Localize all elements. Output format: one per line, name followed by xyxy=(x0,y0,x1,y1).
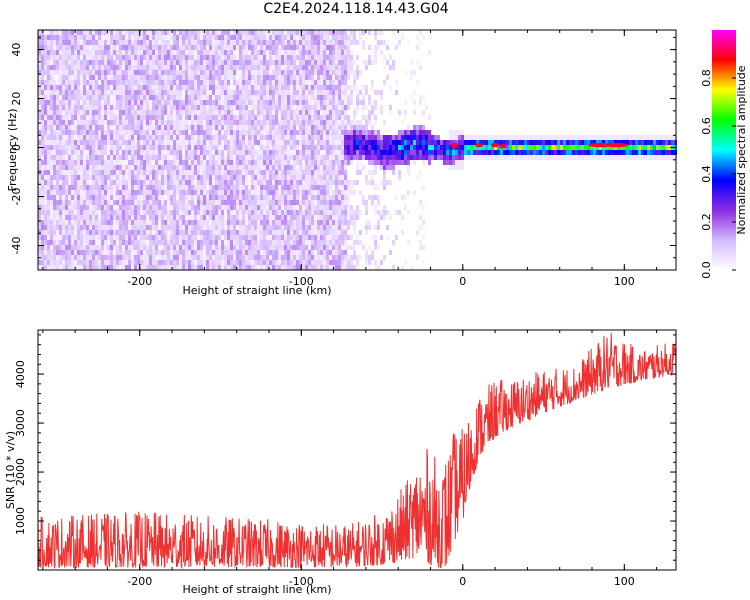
spectrogram-cells xyxy=(38,30,677,270)
y-tick-label: 2000 xyxy=(14,458,27,486)
colorbar-tick-label: 0.6 xyxy=(700,117,713,135)
y-axis-label: Frequency (Hz) xyxy=(6,109,19,192)
y-tick-label: 20 xyxy=(10,92,23,106)
x-tick-label: 0 xyxy=(459,575,466,588)
spectrogram-peak xyxy=(450,142,459,148)
colorbar-label: Normalized spectral amplitude xyxy=(735,65,748,234)
colorbar-gradient xyxy=(712,30,736,270)
y-tick-label: 3000 xyxy=(14,409,27,437)
x-tick-label: 0 xyxy=(459,275,466,288)
x-tick-label: -100 xyxy=(289,275,314,288)
colorbar-tick-label: 0.8 xyxy=(700,69,713,87)
chart-title: C2E4.2024.118.14.43.G04 xyxy=(263,1,449,17)
snr-background xyxy=(38,330,676,570)
spectrogram-peak xyxy=(499,144,508,149)
x-tick-label: -200 xyxy=(127,575,152,588)
colorbar: 0.0 0.2 0.4 0.6 0.8 Normalized spectral ampli… xyxy=(700,30,748,279)
y-tick-label: 4000 xyxy=(14,360,27,388)
x-axis-label: Height of straight line (km) xyxy=(182,583,331,596)
y-tick-label: 1000 xyxy=(14,507,27,535)
spectrogram-peak xyxy=(604,142,629,148)
spectrogram-peak xyxy=(491,142,500,148)
spectrogram-frame xyxy=(37,29,677,271)
snr-series-line xyxy=(37,332,677,570)
x-tick-label: -100 xyxy=(289,575,314,588)
colorbar-tick-label: 0.0 xyxy=(700,261,713,279)
y-tick-label: 40 xyxy=(10,43,23,57)
colorbar-tick-label: 0.2 xyxy=(700,213,713,231)
snr-frame xyxy=(37,329,677,571)
spectrogram-peak xyxy=(474,142,483,148)
y-tick-label: -20 xyxy=(10,188,23,206)
x-axis-label: Height of straight line (km) xyxy=(182,284,331,297)
x-tick-label: -200 xyxy=(127,275,152,288)
y-tick-label: 0 xyxy=(10,144,23,151)
colorbar-tick-label: 0.4 xyxy=(700,165,713,183)
snr-panel: -200 -100 0 100 1000 2000 3000 4000 Height of st… xyxy=(4,329,677,596)
y-axis-label: SNR (10 * v/v) xyxy=(4,431,17,509)
y-tick-label: -40 xyxy=(10,237,23,255)
x-tick-label: 100 xyxy=(614,575,635,588)
x-tick-label: 100 xyxy=(614,275,635,288)
